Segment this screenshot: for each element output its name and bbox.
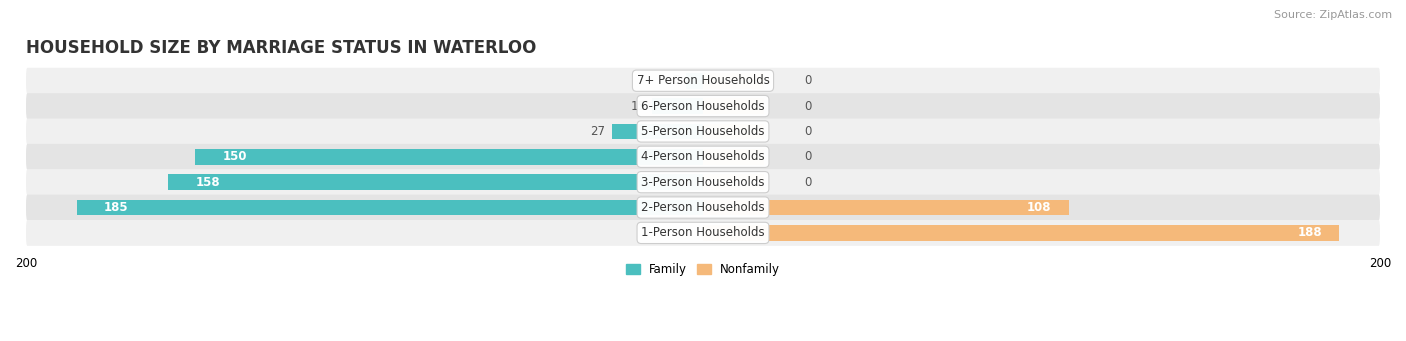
Bar	[703, 123, 763, 139]
Text: 158: 158	[195, 176, 219, 189]
Bar	[703, 73, 763, 89]
Text: 3-Person Households: 3-Person Households	[641, 176, 765, 189]
Text: 150: 150	[222, 150, 247, 163]
Text: 0: 0	[804, 100, 811, 113]
FancyBboxPatch shape	[27, 68, 1379, 94]
FancyBboxPatch shape	[27, 195, 1379, 221]
Text: 6-Person Households: 6-Person Households	[641, 100, 765, 113]
Text: 0: 0	[804, 150, 811, 163]
Bar	[169, 174, 703, 190]
Bar	[703, 174, 763, 190]
Text: 7+ Person Households: 7+ Person Households	[637, 74, 769, 87]
Legend: Family, Nonfamily: Family, Nonfamily	[621, 258, 785, 281]
Text: Source: ZipAtlas.com: Source: ZipAtlas.com	[1274, 10, 1392, 20]
Bar	[612, 123, 703, 139]
FancyBboxPatch shape	[27, 93, 1379, 119]
FancyBboxPatch shape	[27, 119, 1379, 144]
Bar	[652, 98, 703, 114]
Text: 185: 185	[104, 201, 128, 214]
FancyBboxPatch shape	[27, 169, 1379, 195]
Text: 0: 0	[804, 125, 811, 138]
Text: 188: 188	[1298, 226, 1322, 239]
Text: 5: 5	[672, 74, 679, 87]
FancyBboxPatch shape	[27, 220, 1379, 246]
Bar	[703, 225, 1340, 241]
Bar	[703, 200, 1069, 216]
Text: 0: 0	[804, 74, 811, 87]
Text: 4-Person Households: 4-Person Households	[641, 150, 765, 163]
Text: 15: 15	[630, 100, 645, 113]
Text: 0: 0	[804, 176, 811, 189]
Bar	[703, 149, 763, 165]
Bar	[77, 200, 703, 216]
Text: 1-Person Households: 1-Person Households	[641, 226, 765, 239]
Bar	[686, 73, 703, 89]
Bar	[703, 98, 763, 114]
Text: 27: 27	[591, 125, 605, 138]
Bar	[195, 149, 703, 165]
Text: 5-Person Households: 5-Person Households	[641, 125, 765, 138]
FancyBboxPatch shape	[27, 144, 1379, 170]
Text: 2-Person Households: 2-Person Households	[641, 201, 765, 214]
Text: 108: 108	[1028, 201, 1052, 214]
Text: HOUSEHOLD SIZE BY MARRIAGE STATUS IN WATERLOO: HOUSEHOLD SIZE BY MARRIAGE STATUS IN WAT…	[27, 39, 537, 57]
